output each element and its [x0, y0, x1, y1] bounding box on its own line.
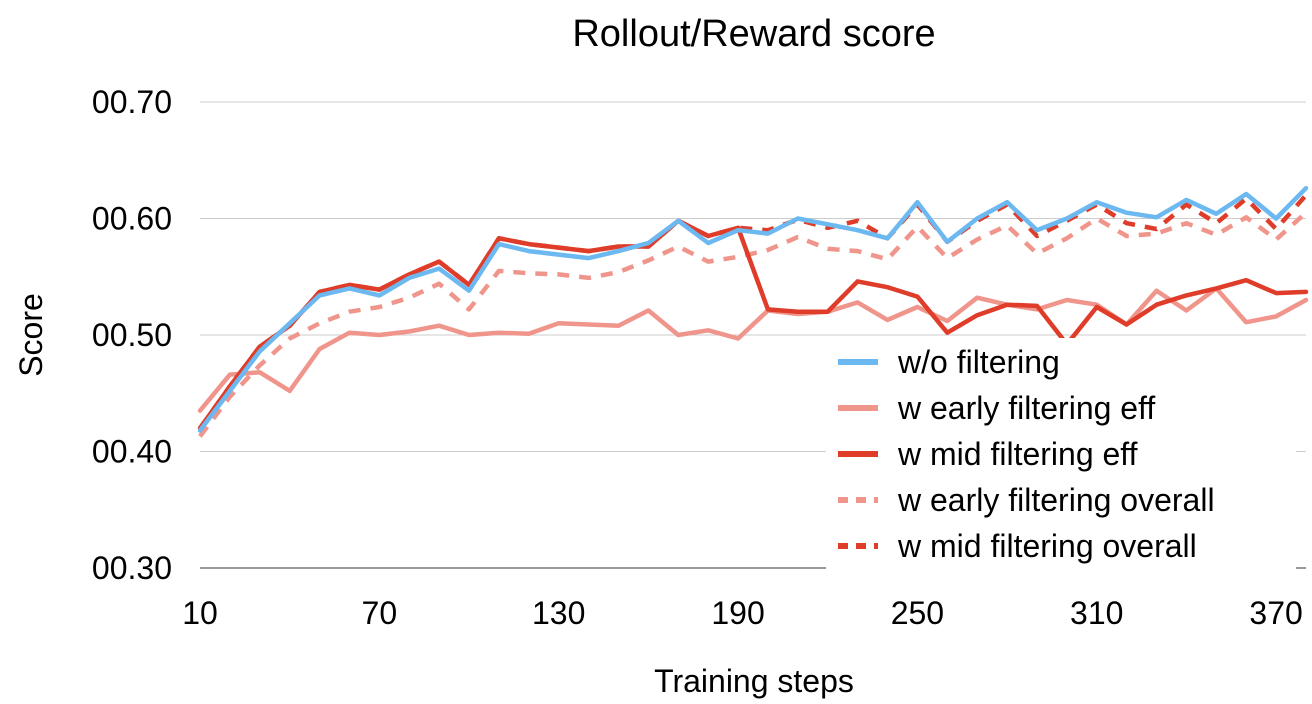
- legend-background: [826, 338, 1296, 570]
- x-tick-label: 310: [1070, 595, 1123, 631]
- legend-label: w mid filtering eff: [897, 436, 1138, 472]
- legend-label: w mid filtering overall: [897, 528, 1197, 564]
- x-tick-label: 250: [891, 595, 944, 631]
- x-tick-label: 10: [182, 595, 218, 631]
- y-tick-label: 00.30: [92, 550, 172, 586]
- x-axis-label: Training steps: [654, 663, 854, 699]
- x-tick-label: 130: [532, 595, 585, 631]
- x-tick-label: 70: [362, 595, 398, 631]
- series-line-3: [197, 218, 1309, 431]
- x-tick-label: 370: [1249, 595, 1302, 631]
- legend-label: w early filtering eff: [897, 390, 1155, 426]
- series-lines: [197, 185, 1309, 438]
- legend-label: w/o filtering: [897, 344, 1060, 380]
- y-tick-label: 00.50: [92, 317, 172, 353]
- legend-label: w early filtering overall: [897, 482, 1215, 518]
- x-tick-label: 190: [711, 595, 764, 631]
- x-axis-ticks: 10 70 130 190 250 310 370: [182, 595, 1303, 631]
- y-axis-label: Score: [13, 293, 49, 377]
- series-line-1: [197, 185, 1309, 433]
- y-tick-label: 00.40: [92, 434, 172, 470]
- series-line-4: [198, 211, 1308, 438]
- y-tick-label: 00.60: [92, 201, 172, 237]
- chart-title: Rollout/Reward score: [572, 13, 935, 55]
- legend: w/o filtering w early filtering eff w mid …: [826, 338, 1296, 570]
- y-axis-ticks: 00.30 00.40 00.50 00.60 00.70: [92, 84, 172, 586]
- y-tick-label: 00.70: [92, 84, 172, 120]
